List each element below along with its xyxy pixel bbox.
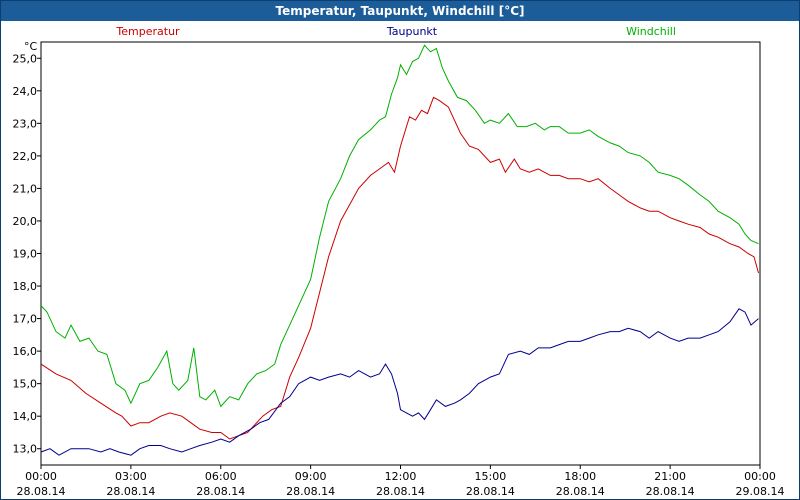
y-tick-label: 23,0 bbox=[13, 117, 38, 130]
y-tick-label: 21,0 bbox=[13, 182, 38, 195]
x-tick-time: 18:00 bbox=[564, 470, 596, 483]
x-tick-date: 28.08.14 bbox=[17, 485, 66, 498]
series-line-temperatur bbox=[40, 96, 759, 440]
y-tick-label: 17,0 bbox=[13, 313, 38, 326]
y-tick-label: 25,0 bbox=[13, 52, 38, 65]
y-tick-label: 20,0 bbox=[13, 215, 38, 228]
x-tick-date: 28.08.14 bbox=[196, 485, 245, 498]
x-tick-date: 28.08.14 bbox=[556, 485, 605, 498]
x-tick-date: 29.08.14 bbox=[736, 485, 785, 498]
y-tick-label: 16,0 bbox=[13, 345, 38, 358]
series-line-windchill bbox=[40, 44, 759, 408]
x-tick-date: 28.08.14 bbox=[376, 485, 425, 498]
axes: 13,0 14,0 15,0 16,0 17,0 18,0 19,0 20,0 21,0 22,0… bbox=[13, 40, 785, 498]
y-tick-label: 18,0 bbox=[13, 280, 38, 293]
x-tick-date: 28.08.14 bbox=[646, 485, 695, 498]
plot-area bbox=[40, 41, 761, 466]
chart-title: Temperatur, Taupunkt, Windchill [°C] bbox=[1, 1, 799, 21]
y-tick-label: 15,0 bbox=[13, 378, 38, 391]
x-tick-time: 03:00 bbox=[115, 470, 147, 483]
legend-taupunkt: Taupunkt bbox=[386, 25, 438, 38]
x-tick-time: 21:00 bbox=[654, 470, 686, 483]
series-line-taupunkt bbox=[40, 308, 759, 456]
legend-temperatur: Temperatur bbox=[115, 25, 180, 38]
legend-windchill: Windchill bbox=[626, 25, 676, 38]
y-tick-label: 13,0 bbox=[13, 443, 38, 456]
y-tick-label: 24,0 bbox=[13, 85, 38, 98]
x-tick-time: 06:00 bbox=[205, 470, 237, 483]
legend: Temperatur Taupunkt Windchill bbox=[115, 25, 676, 38]
series-group bbox=[40, 44, 759, 456]
x-tick-time: 15:00 bbox=[475, 470, 507, 483]
x-tick-time: 00:00 bbox=[744, 470, 776, 483]
x-tick-time: 12:00 bbox=[385, 470, 417, 483]
x-tick-date: 28.08.14 bbox=[466, 485, 515, 498]
y-tick-label: 19,0 bbox=[13, 248, 38, 261]
x-tick-date: 28.08.14 bbox=[286, 485, 335, 498]
y-axis-label: °C bbox=[24, 40, 38, 53]
x-tick-date: 28.08.14 bbox=[106, 485, 155, 498]
y-tick-label: 14,0 bbox=[13, 410, 38, 423]
x-tick-time: 09:00 bbox=[295, 470, 327, 483]
x-tick-time: 00:00 bbox=[25, 470, 57, 483]
y-tick-label: 22,0 bbox=[13, 150, 38, 163]
